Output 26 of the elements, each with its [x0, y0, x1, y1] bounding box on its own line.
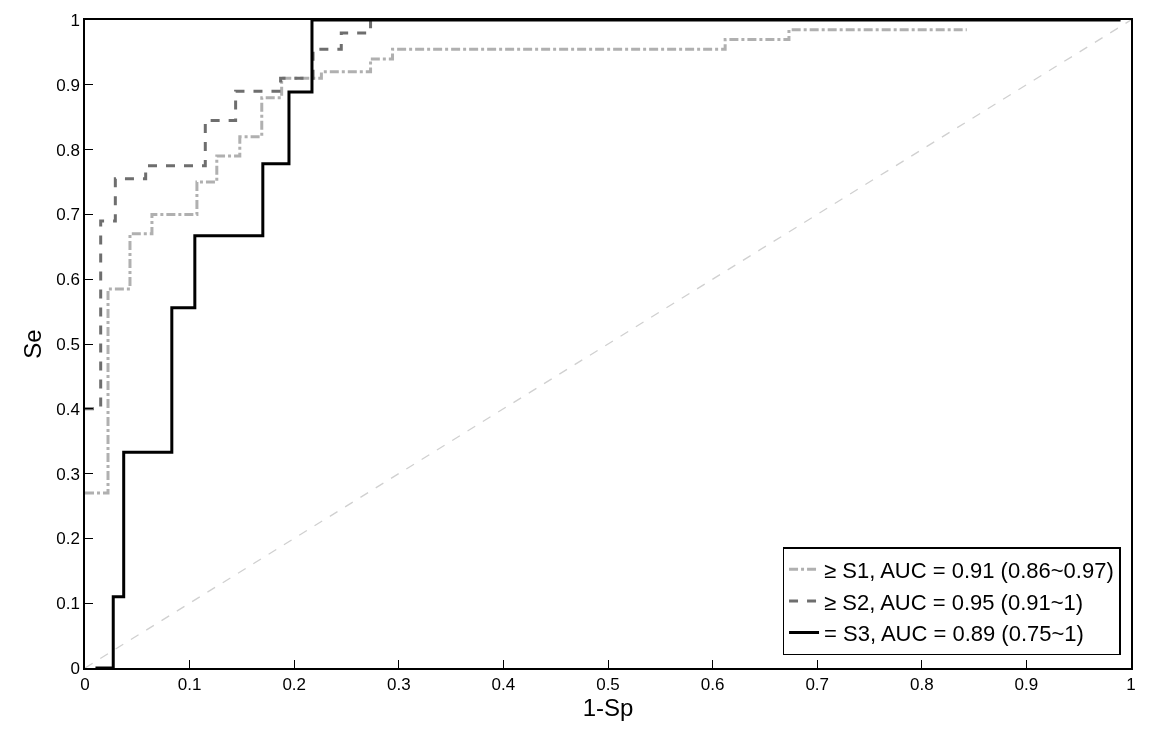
- legend-label: ≥ S1, AUC = 0.91 (0.86~0.97): [824, 557, 1114, 583]
- x-tick-label: 0.9: [1014, 675, 1039, 695]
- x-tick-label: 0.7: [805, 675, 830, 695]
- legend-label: = S3, AUC = 0.89 (0.75~1): [824, 621, 1084, 647]
- x-tick-label: 0.5: [596, 675, 620, 695]
- y-tick-label: 0.6: [56, 270, 80, 290]
- y-tick-label: 0.2: [56, 529, 80, 549]
- x-tick-label: 0.6: [700, 675, 725, 695]
- x-tick-label: 1: [1126, 675, 1136, 695]
- y-tick-label: 1: [70, 10, 80, 30]
- x-tick-label: 0.8: [909, 675, 934, 695]
- y-tick-label: 0.4: [56, 399, 80, 419]
- x-tick-label: 0.2: [282, 675, 307, 695]
- y-axis-title: Se: [18, 329, 46, 359]
- y-tick-label: 0.8: [56, 140, 80, 160]
- x-tick-label: 0.3: [386, 675, 411, 695]
- y-tick-label: 0: [70, 658, 80, 678]
- y-tick-label: 0.7: [56, 205, 80, 225]
- y-tick-label: 0.9: [56, 75, 80, 95]
- y-tick-label: 0.3: [56, 464, 80, 484]
- x-tick-label: 0.4: [491, 675, 516, 695]
- y-tick-label: 0.1: [56, 594, 80, 614]
- legend-label: ≥ S2, AUC = 0.95 (0.91~1): [824, 589, 1084, 615]
- y-tick-label: 0.5: [56, 334, 80, 354]
- x-tick-label: 0.1: [177, 675, 202, 695]
- x-axis-title: 1-Sp: [582, 694, 634, 722]
